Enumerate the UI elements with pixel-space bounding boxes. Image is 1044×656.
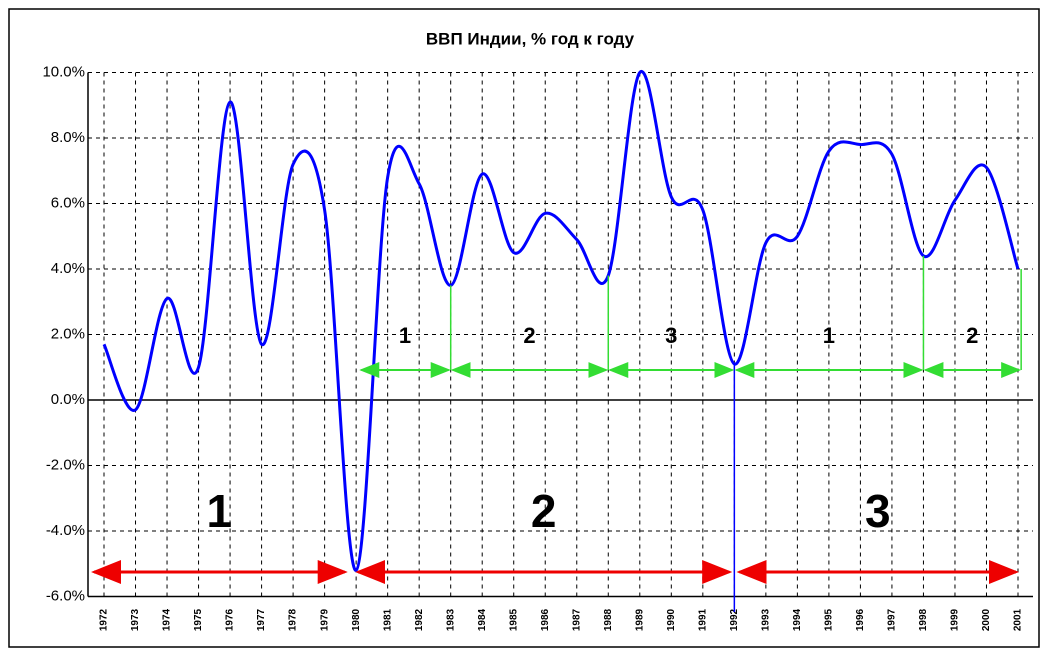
x-tick-label: 1983 (445, 608, 456, 631)
green-label: 3 (665, 323, 677, 348)
red-label: 2 (531, 485, 557, 537)
red-label: 1 (207, 485, 233, 537)
x-tick-label: 1987 (571, 608, 582, 631)
x-tick-label: 1994 (792, 608, 803, 631)
x-tick-label: 1992 (729, 608, 740, 631)
y-tick-label: 4.0% (51, 260, 85, 277)
y-tick-label: 10.0% (42, 63, 85, 80)
y-tick-label: 0.0% (51, 391, 85, 408)
x-tick-label: 2001 (1013, 608, 1024, 631)
x-tick-label: 1972 (99, 608, 110, 631)
x-tick-label: 1984 (477, 608, 488, 631)
x-tick-label: 1977 (256, 608, 267, 631)
y-tick-label: -4.0% (46, 522, 85, 539)
x-tick-label: 2000 (981, 608, 992, 631)
x-tick-label: 1978 (288, 608, 299, 631)
x-tick-label: 1988 (603, 608, 614, 631)
green-label: 1 (399, 323, 411, 348)
x-tick-label: 1975 (193, 608, 204, 631)
x-tick-label: 1979 (319, 608, 330, 631)
x-tick-label: 1982 (414, 608, 425, 631)
x-tick-label: 1989 (634, 608, 645, 631)
x-tick-label: 1997 (887, 608, 898, 631)
line (102, 70, 1020, 572)
x-tick-label: 1980 (351, 608, 362, 631)
x-tick-label: 1986 (540, 608, 551, 631)
x-tick-label: 1999 (950, 608, 961, 631)
x-tick-label: 1991 (697, 608, 708, 631)
x-tick-label: 1981 (382, 608, 393, 631)
x-tick-label: 1976 (225, 608, 236, 631)
x-tick-label: 1998 (918, 608, 929, 631)
x-tick-label: 1990 (666, 608, 677, 631)
chart-title: ВВП Индии, % год к году (426, 29, 635, 48)
y-tick-label: -6.0% (46, 587, 85, 604)
x-tick-label: 1993 (761, 608, 772, 631)
x-tick-label: 1995 (824, 608, 835, 631)
green-label: 2 (523, 323, 535, 348)
x-tick-label: 1974 (162, 608, 173, 631)
green-label: 1 (823, 323, 835, 348)
x-tick-label: 1985 (508, 608, 519, 631)
x-tick-label: 1973 (130, 608, 141, 631)
y-tick-label: 6.0% (51, 194, 85, 211)
red-label: 3 (865, 485, 891, 537)
x-tick-label: 1996 (855, 608, 866, 631)
y-tick-label: -2.0% (46, 456, 85, 473)
green-label: 2 (966, 323, 978, 348)
y-tick-label: 2.0% (51, 325, 85, 342)
y-tick-label: 8.0% (51, 129, 85, 146)
